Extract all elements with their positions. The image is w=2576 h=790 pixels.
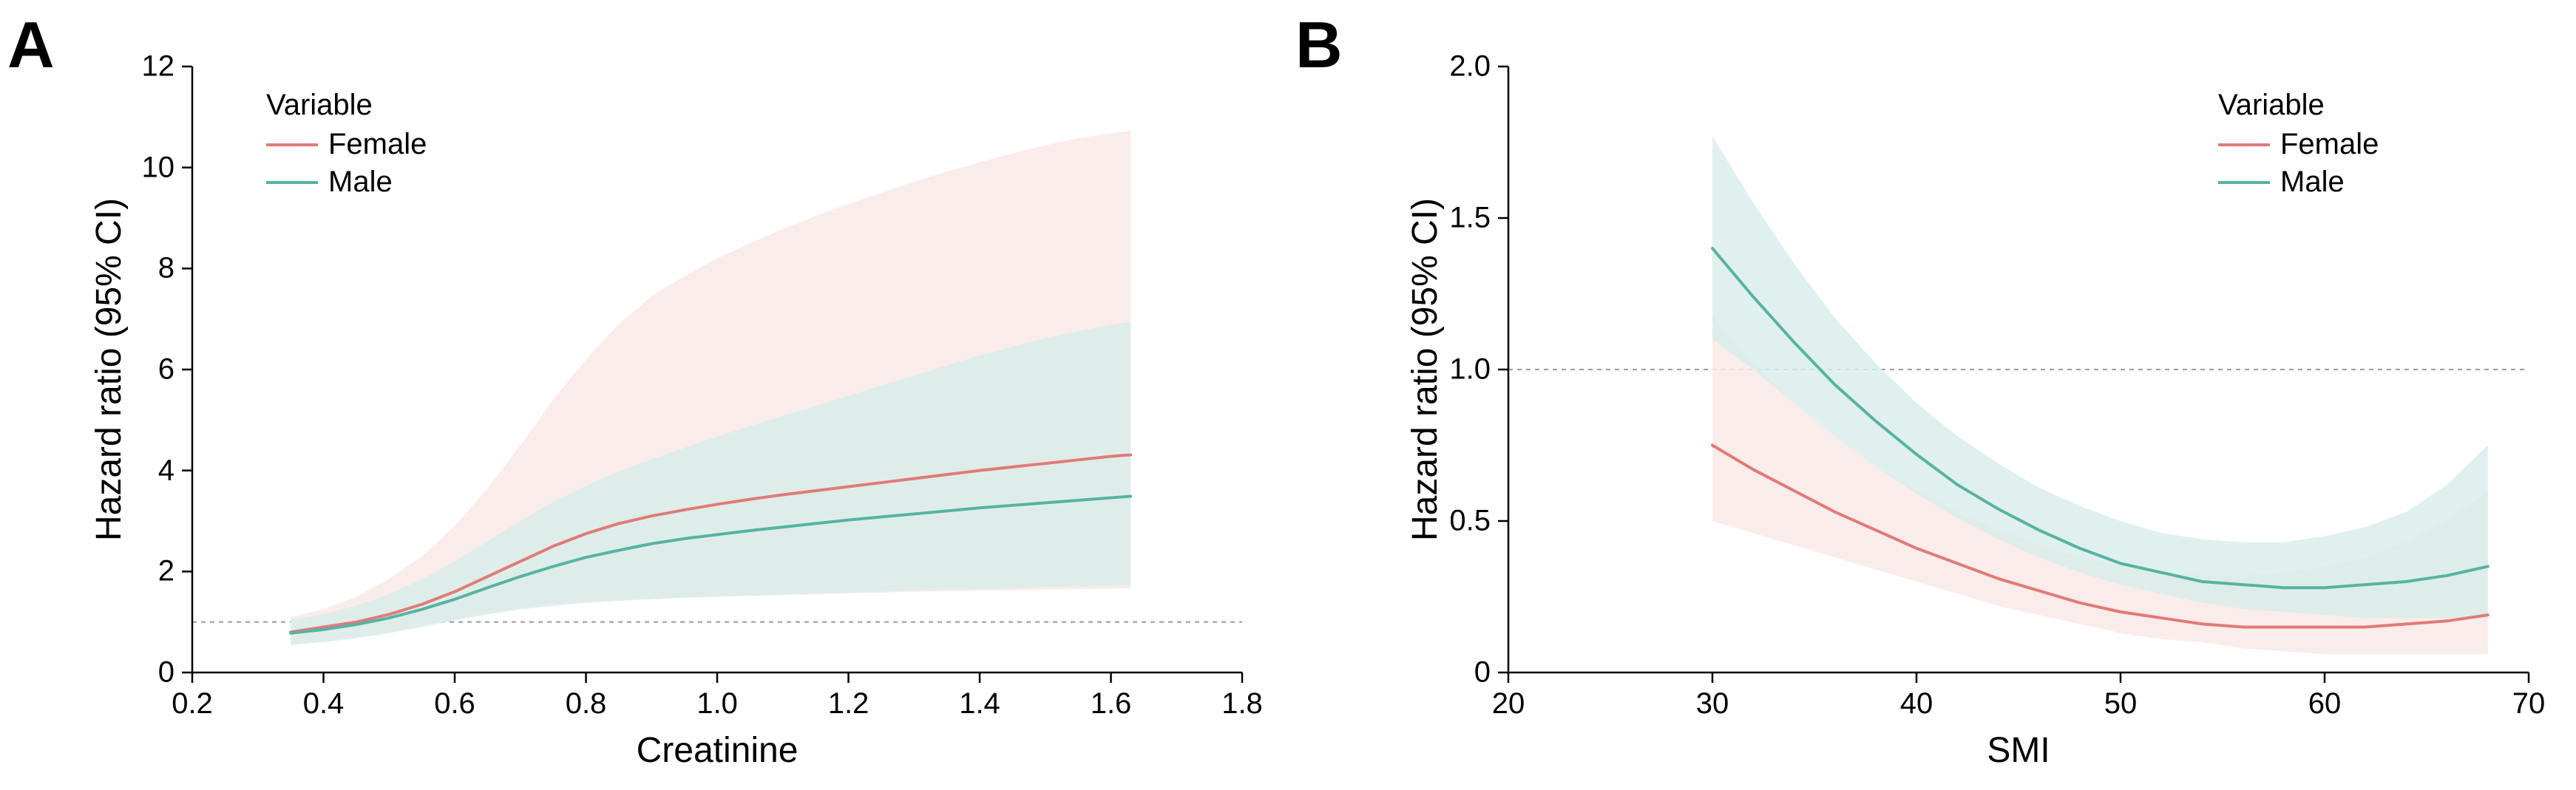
- y-tick-label: 0: [158, 656, 174, 689]
- legend-swatch: [266, 143, 318, 146]
- y-tick-label: 6: [158, 353, 174, 387]
- y-axis-title: Hazard ratio (95% CI): [89, 198, 129, 541]
- y-axis-title: Hazard ratio (95% CI): [1405, 198, 1445, 541]
- x-tick-label: 0.4: [303, 687, 345, 721]
- legend-label: Male: [2280, 166, 2345, 199]
- y-tick-label: 12: [142, 50, 175, 84]
- legend-title: Variable: [266, 89, 427, 122]
- panel-letter-b: B: [1295, 7, 1343, 83]
- legend-item: Female: [266, 128, 427, 161]
- panel-letter-a: A: [7, 7, 55, 83]
- y-tick-label: 4: [158, 454, 174, 487]
- legend-label: Male: [328, 166, 393, 199]
- x-axis-title: SMI: [1987, 730, 2050, 771]
- x-tick-label: 1.6: [1091, 687, 1132, 721]
- y-tick-label: 0: [1474, 656, 1491, 689]
- x-tick-label: 1.2: [828, 687, 870, 721]
- x-tick-label: 0.2: [172, 687, 213, 721]
- legend: Variable Female Male: [266, 89, 427, 199]
- y-tick-label: 1.0: [1449, 353, 1491, 387]
- legend-item: Male: [266, 166, 427, 199]
- legend-label: Female: [2280, 128, 2379, 161]
- legend-item: Female: [2218, 128, 2379, 161]
- legend: Variable Female Male: [2218, 89, 2379, 199]
- legend-title: Variable: [2218, 89, 2379, 122]
- x-tick-label: 30: [1696, 687, 1729, 721]
- legend-label: Female: [328, 128, 427, 161]
- y-tick-label: 0.5: [1449, 505, 1491, 538]
- x-tick-label: 60: [2308, 687, 2342, 721]
- x-axis-title: Creatinine: [637, 730, 799, 771]
- x-tick-label: 0.8: [566, 687, 607, 721]
- x-tick-label: 50: [2104, 687, 2138, 721]
- x-tick-label: 0.6: [434, 687, 475, 721]
- x-tick-label: 70: [2512, 687, 2546, 721]
- x-tick-label: 1.8: [1221, 687, 1263, 721]
- x-tick-label: 1.4: [959, 687, 1000, 721]
- legend-swatch: [2218, 181, 2270, 184]
- y-tick-label: 8: [158, 252, 174, 285]
- x-tick-label: 40: [1900, 687, 1933, 721]
- y-tick-label: 2.0: [1449, 50, 1491, 84]
- x-tick-label: 20: [1492, 687, 1525, 721]
- legend-swatch: [266, 181, 318, 184]
- x-tick-label: 1.0: [696, 687, 738, 721]
- legend-item: Male: [2218, 166, 2379, 199]
- y-tick-label: 1.5: [1449, 202, 1491, 235]
- y-tick-label: 2: [158, 555, 174, 588]
- legend-swatch: [2218, 143, 2270, 146]
- y-tick-label: 10: [142, 151, 175, 184]
